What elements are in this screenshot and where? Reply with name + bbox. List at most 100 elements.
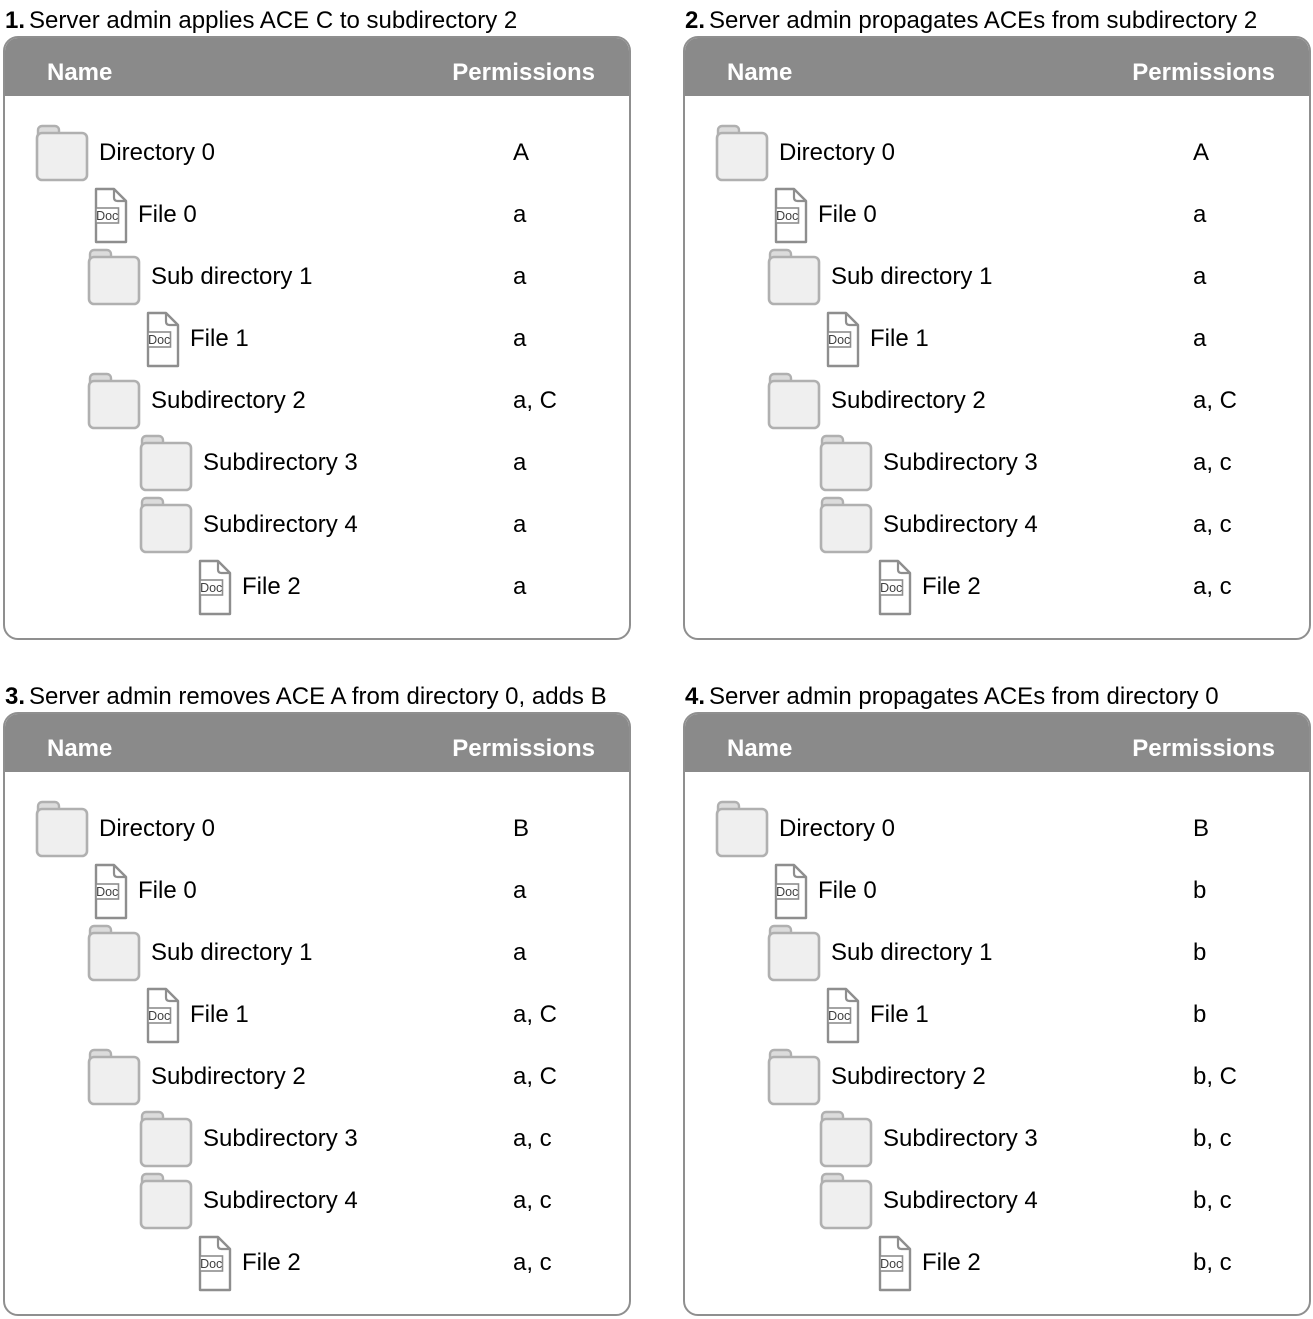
table-header: Name Permissions	[685, 714, 1309, 772]
panel-title: 1. Server admin applies ACE C to subdirec…	[5, 8, 631, 34]
permissions-value: a, c	[1193, 449, 1232, 476]
folder-name: Directory 0	[99, 139, 216, 166]
panel-title-number: 1.	[5, 7, 26, 34]
file-tree: Directory 0 A Doc File 0 a Sub directory…	[5, 96, 629, 618]
folder-icon	[767, 1048, 821, 1106]
doc-icon: Doc	[826, 311, 860, 367]
permissions-value: a	[1193, 263, 1207, 290]
doc-icon-label: Doc	[148, 332, 170, 346]
item-icon-wrap	[139, 1109, 193, 1169]
doc-icon-label: Doc	[200, 1256, 222, 1270]
tree-row: Subdirectory 2 a, C	[5, 1046, 629, 1108]
doc-icon-label: Doc	[880, 580, 902, 594]
column-header-name: Name	[727, 59, 793, 86]
panel-title: 2. Server admin propagates ACEs from subd…	[685, 8, 1311, 34]
folder-icon	[87, 924, 141, 982]
panel: 3. Server admin removes ACE A from direct…	[3, 684, 631, 1316]
permissions-value: a, c	[1193, 511, 1232, 538]
tree-row: Doc File 0 a	[685, 184, 1309, 246]
item-icon-wrap	[139, 433, 193, 493]
panel-title-text: Server admin removes ACE A from director…	[29, 683, 607, 710]
item-icon-wrap: Doc	[94, 863, 128, 920]
permissions-value: a	[513, 573, 527, 600]
column-header-permissions: Permissions	[1132, 59, 1275, 86]
permissions-value: a, c	[513, 1125, 552, 1152]
column-header-permissions: Permissions	[452, 59, 595, 86]
file-name: File 1	[190, 325, 249, 352]
folder-name: Subdirectory 3	[203, 1125, 358, 1152]
tree-row: Subdirectory 4 b, c	[685, 1170, 1309, 1232]
column-header-permissions: Permissions	[452, 735, 595, 762]
folder-name: Subdirectory 2	[151, 387, 306, 414]
panel-title-text: Server admin applies ACE C to subdirecto…	[29, 7, 518, 34]
folder-name: Sub directory 1	[151, 939, 313, 966]
folder-icon	[819, 1172, 873, 1230]
tree-row: Subdirectory 3 a, c	[685, 432, 1309, 494]
item-icon-wrap	[819, 495, 873, 555]
doc-icon: Doc	[198, 1235, 232, 1291]
folder-icon	[87, 1048, 141, 1106]
doc-icon-label: Doc	[828, 1008, 850, 1022]
doc-icon: Doc	[146, 311, 180, 367]
table-header: Name Permissions	[685, 38, 1309, 96]
tree-row: Subdirectory 4 a, c	[5, 1170, 629, 1232]
item-icon-wrap	[819, 1109, 873, 1169]
panel-title-text: Server admin propagates ACEs from subdir…	[709, 7, 1258, 34]
item-icon-wrap: Doc	[146, 987, 180, 1044]
item-icon-wrap: Doc	[826, 987, 860, 1044]
permissions-value: a	[513, 449, 527, 476]
tree-row: Subdirectory 3 a	[5, 432, 629, 494]
folder-icon	[715, 124, 769, 182]
tree-row: Doc File 2 a	[5, 556, 629, 618]
item-icon-wrap	[819, 1171, 873, 1231]
folder-icon	[35, 124, 89, 182]
item-icon-wrap: Doc	[198, 1235, 232, 1292]
file-tree: Directory 0 A Doc File 0 a Sub directory…	[685, 96, 1309, 618]
permissions-value: a	[513, 325, 527, 352]
folder-name: Subdirectory 3	[883, 449, 1038, 476]
folder-icon	[87, 248, 141, 306]
item-icon-wrap	[87, 1047, 141, 1107]
file-name: File 0	[138, 201, 197, 228]
doc-icon: Doc	[94, 187, 128, 243]
tree-row: Subdirectory 2 b, C	[685, 1046, 1309, 1108]
permissions-value: a, C	[513, 1063, 558, 1090]
doc-icon-label: Doc	[96, 884, 118, 898]
item-icon-wrap	[715, 123, 769, 183]
folder-icon	[819, 496, 873, 554]
permissions-value: a	[513, 939, 527, 966]
tree-row: Directory 0 B	[5, 798, 629, 860]
item-icon-wrap	[819, 433, 873, 493]
tree-row: Directory 0 A	[685, 122, 1309, 184]
permissions-value: b, c	[1193, 1125, 1232, 1152]
tree-row: Subdirectory 3 a, c	[5, 1108, 629, 1170]
folder-name: Subdirectory 4	[203, 511, 358, 538]
item-icon-wrap	[767, 923, 821, 983]
permissions-value: a	[513, 201, 527, 228]
panel-title-number: 4.	[685, 683, 706, 710]
item-icon-wrap	[87, 371, 141, 431]
permissions-value: A	[1193, 139, 1210, 166]
panel-title: 4. Server admin propagates ACEs from dire…	[685, 684, 1311, 710]
item-icon-wrap	[87, 923, 141, 983]
table-header: Name Permissions	[5, 38, 629, 96]
folder-name: Subdirectory 2	[831, 1063, 986, 1090]
doc-icon: Doc	[774, 863, 808, 919]
file-name: File 1	[870, 325, 929, 352]
file-listing-table: Name Permissions Directory 0 A Doc File …	[3, 36, 631, 640]
folder-name: Directory 0	[99, 815, 216, 842]
tree-row: Doc File 0 a	[5, 184, 629, 246]
permissions-value: B	[1193, 815, 1210, 842]
panel-title-number: 2.	[685, 7, 706, 34]
table-header: Name Permissions	[5, 714, 629, 772]
permissions-value: b	[1193, 939, 1207, 966]
tree-row: Doc File 1 a	[5, 308, 629, 370]
tree-row: Sub directory 1 a	[685, 246, 1309, 308]
tree-row: Subdirectory 2 a, C	[5, 370, 629, 432]
tree-row: Doc File 1 b	[685, 984, 1309, 1046]
permissions-value: a	[1193, 201, 1207, 228]
file-tree: Directory 0 B Doc File 0 a Sub directory…	[5, 772, 629, 1294]
column-header-name: Name	[47, 735, 113, 762]
tree-row: Doc File 2 a, c	[685, 556, 1309, 618]
